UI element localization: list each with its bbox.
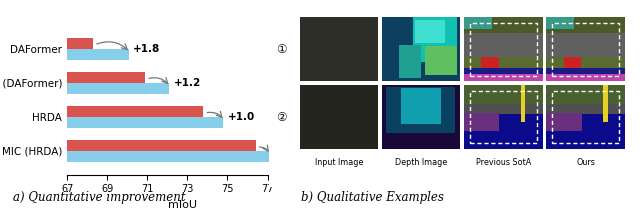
Bar: [382, 85, 460, 149]
Text: Depth Image: Depth Image: [395, 158, 447, 167]
Bar: [547, 68, 625, 74]
Bar: [564, 51, 581, 78]
Bar: [67, 38, 93, 49]
Text: Input Image: Input Image: [315, 158, 363, 167]
Bar: [382, 17, 460, 81]
Bar: [399, 45, 421, 78]
Text: +1.0: +1.0: [227, 112, 255, 122]
Bar: [552, 91, 620, 144]
Bar: [464, 68, 543, 74]
Bar: [547, 114, 625, 149]
Bar: [552, 23, 620, 76]
Bar: [67, 83, 170, 94]
Bar: [415, 20, 445, 43]
Bar: [470, 23, 537, 76]
Text: +1.8: +1.8: [133, 44, 161, 54]
Bar: [547, 74, 625, 81]
Bar: [425, 46, 456, 75]
Bar: [584, 29, 603, 48]
Bar: [464, 85, 543, 104]
Bar: [382, 85, 460, 149]
Bar: [464, 85, 543, 149]
Bar: [464, 74, 543, 81]
Text: Previous SotA: Previous SotA: [476, 158, 531, 167]
Bar: [547, 32, 625, 57]
Bar: [464, 17, 543, 81]
Legend: w/o MICDrop, w/ MICDrop: w/o MICDrop, w/ MICDrop: [339, 22, 420, 52]
Bar: [470, 91, 537, 144]
Bar: [464, 17, 492, 29]
Bar: [413, 17, 456, 62]
Bar: [603, 85, 607, 122]
Bar: [547, 113, 582, 131]
Bar: [67, 151, 269, 162]
Bar: [386, 87, 455, 133]
Bar: [464, 17, 543, 33]
Bar: [300, 85, 378, 149]
Bar: [464, 113, 499, 131]
Bar: [547, 85, 625, 149]
Bar: [300, 17, 378, 81]
Bar: [464, 32, 543, 57]
Text: +1.2: +1.2: [173, 78, 200, 88]
Text: ②: ②: [276, 111, 287, 124]
Bar: [547, 104, 625, 114]
Bar: [401, 88, 441, 124]
Text: a) Quantitative improvement: a) Quantitative improvement: [13, 191, 186, 204]
Bar: [67, 106, 204, 117]
FancyBboxPatch shape: [262, 4, 634, 191]
Bar: [547, 17, 574, 29]
Text: ①: ①: [276, 43, 287, 56]
Text: Ours: Ours: [576, 158, 595, 167]
Bar: [382, 17, 460, 81]
Text: +0.7: +0.7: [273, 146, 301, 156]
Bar: [464, 104, 543, 114]
Bar: [481, 51, 499, 78]
Bar: [547, 85, 625, 104]
Bar: [67, 49, 129, 60]
X-axis label: mIoU: mIoU: [168, 200, 197, 208]
Bar: [67, 140, 255, 151]
Bar: [464, 114, 543, 149]
Bar: [67, 117, 223, 128]
Bar: [67, 72, 145, 83]
Text: b) Qualitative Examples: b) Qualitative Examples: [301, 191, 444, 204]
Bar: [502, 29, 521, 48]
Bar: [547, 17, 625, 33]
Bar: [547, 17, 625, 81]
Bar: [521, 85, 525, 122]
